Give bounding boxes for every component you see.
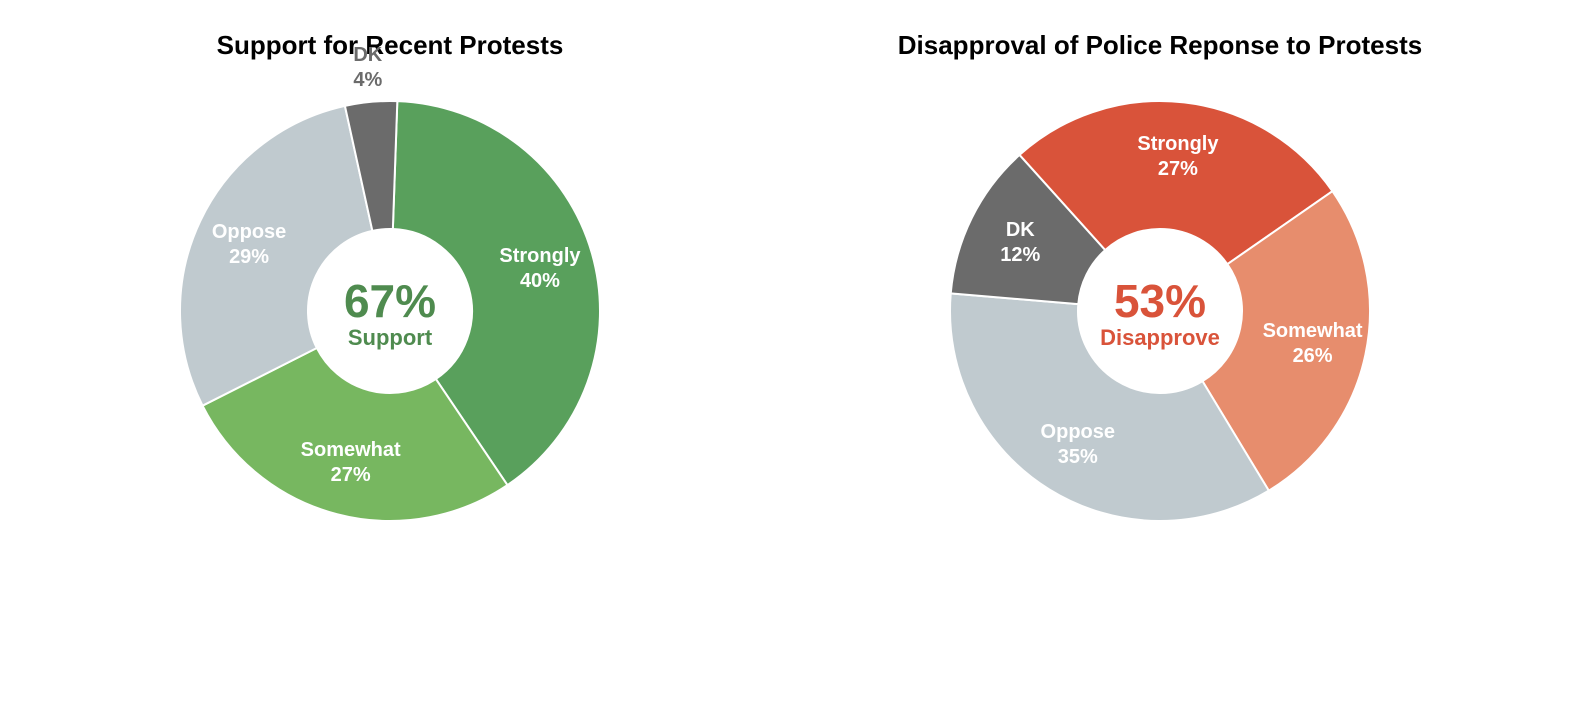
center-label-1: Support [344, 325, 436, 349]
donut-center-1: 67% Support [344, 277, 436, 349]
chart-title-1: Support for Recent Protests [80, 30, 700, 61]
donut-center-2: 53% Disapprove [1100, 277, 1220, 349]
slice-label-line2: 4% [353, 69, 382, 91]
chart-disapproval-police: Disapproval of Police Reponse to Protest… [820, 30, 1500, 536]
center-percent-1: 67% [344, 277, 436, 323]
chart-title-2: Disapproval of Police Reponse to Protest… [820, 30, 1500, 61]
center-label-2: Disapprove [1100, 325, 1220, 349]
donut-1: 67% Support Strongly40%Somewhat27%Oppose… [170, 91, 610, 536]
chart-support-protests: Support for Recent Protests 67% Support … [80, 30, 700, 536]
donut-2: 53% Disapprove Strongly27%Somewhat26%Opp… [940, 91, 1380, 536]
center-percent-2: 53% [1100, 277, 1220, 323]
